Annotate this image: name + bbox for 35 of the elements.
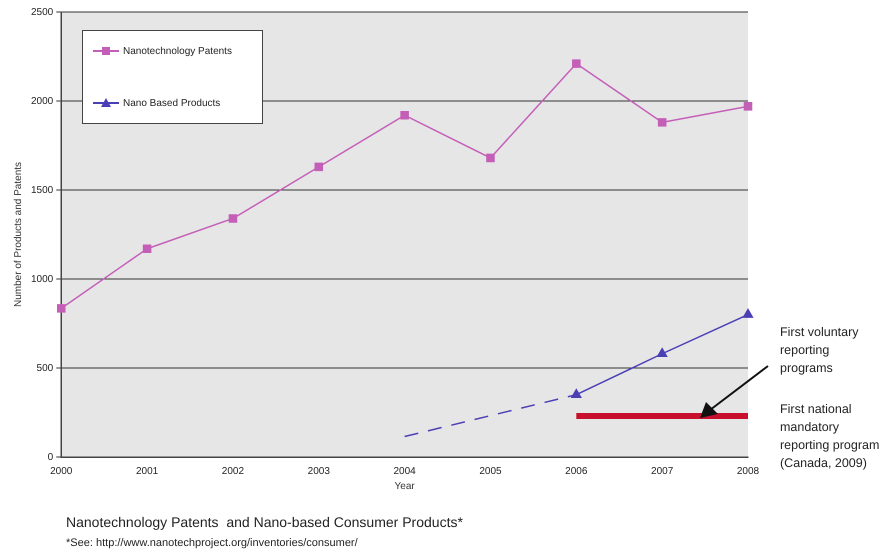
x-tick-label: 2000 — [50, 466, 73, 477]
x-axis-title: Year — [394, 480, 416, 492]
x-tick-label: 2003 — [308, 466, 330, 477]
text: First national mandatory reporting program (Canada, 2009) — [780, 401, 880, 472]
x-tick-label: 2008 — [736, 466, 760, 477]
legend-label: Nanotechnology Patents — [123, 46, 232, 56]
x-tick-label: 2007 — [651, 466, 674, 477]
x-tick-label: 2002 — [222, 466, 244, 477]
point — [742, 308, 754, 318]
point — [314, 162, 324, 172]
x-tick-label: 2001 — [136, 466, 159, 477]
text: First voluntary reporting programs — [780, 324, 860, 377]
point — [228, 214, 238, 223]
point — [400, 110, 409, 120]
y-tick-label: 1500 — [30, 184, 54, 196]
point — [744, 102, 752, 111]
y-tick-label: 1000 — [30, 274, 54, 285]
point — [572, 59, 581, 68]
point — [486, 154, 495, 162]
legend-label: Nano Based Products — [123, 98, 220, 108]
x-tick-label: 2005 — [479, 466, 502, 477]
text: Nanotechnology Patents and Nano-based Consumer Products* — [66, 514, 463, 530]
x-tick-label: 2006 — [565, 466, 588, 477]
point — [658, 118, 666, 127]
point — [56, 304, 66, 313]
y-axis-title: Number of Products and Patents — [12, 162, 24, 308]
point — [571, 388, 582, 398]
y-tick-label: 0 — [48, 452, 54, 463]
text: *See: http://www.nanotechproject.org/inventories/consumer/ — [66, 537, 358, 549]
y-tick-label: 2500 — [30, 6, 54, 18]
y-tick-label: 2000 — [30, 96, 54, 107]
y-tick-label: 500 — [36, 362, 54, 374]
x-tick-label: 2004 — [394, 466, 416, 477]
point — [142, 244, 152, 254]
point — [657, 348, 668, 358]
